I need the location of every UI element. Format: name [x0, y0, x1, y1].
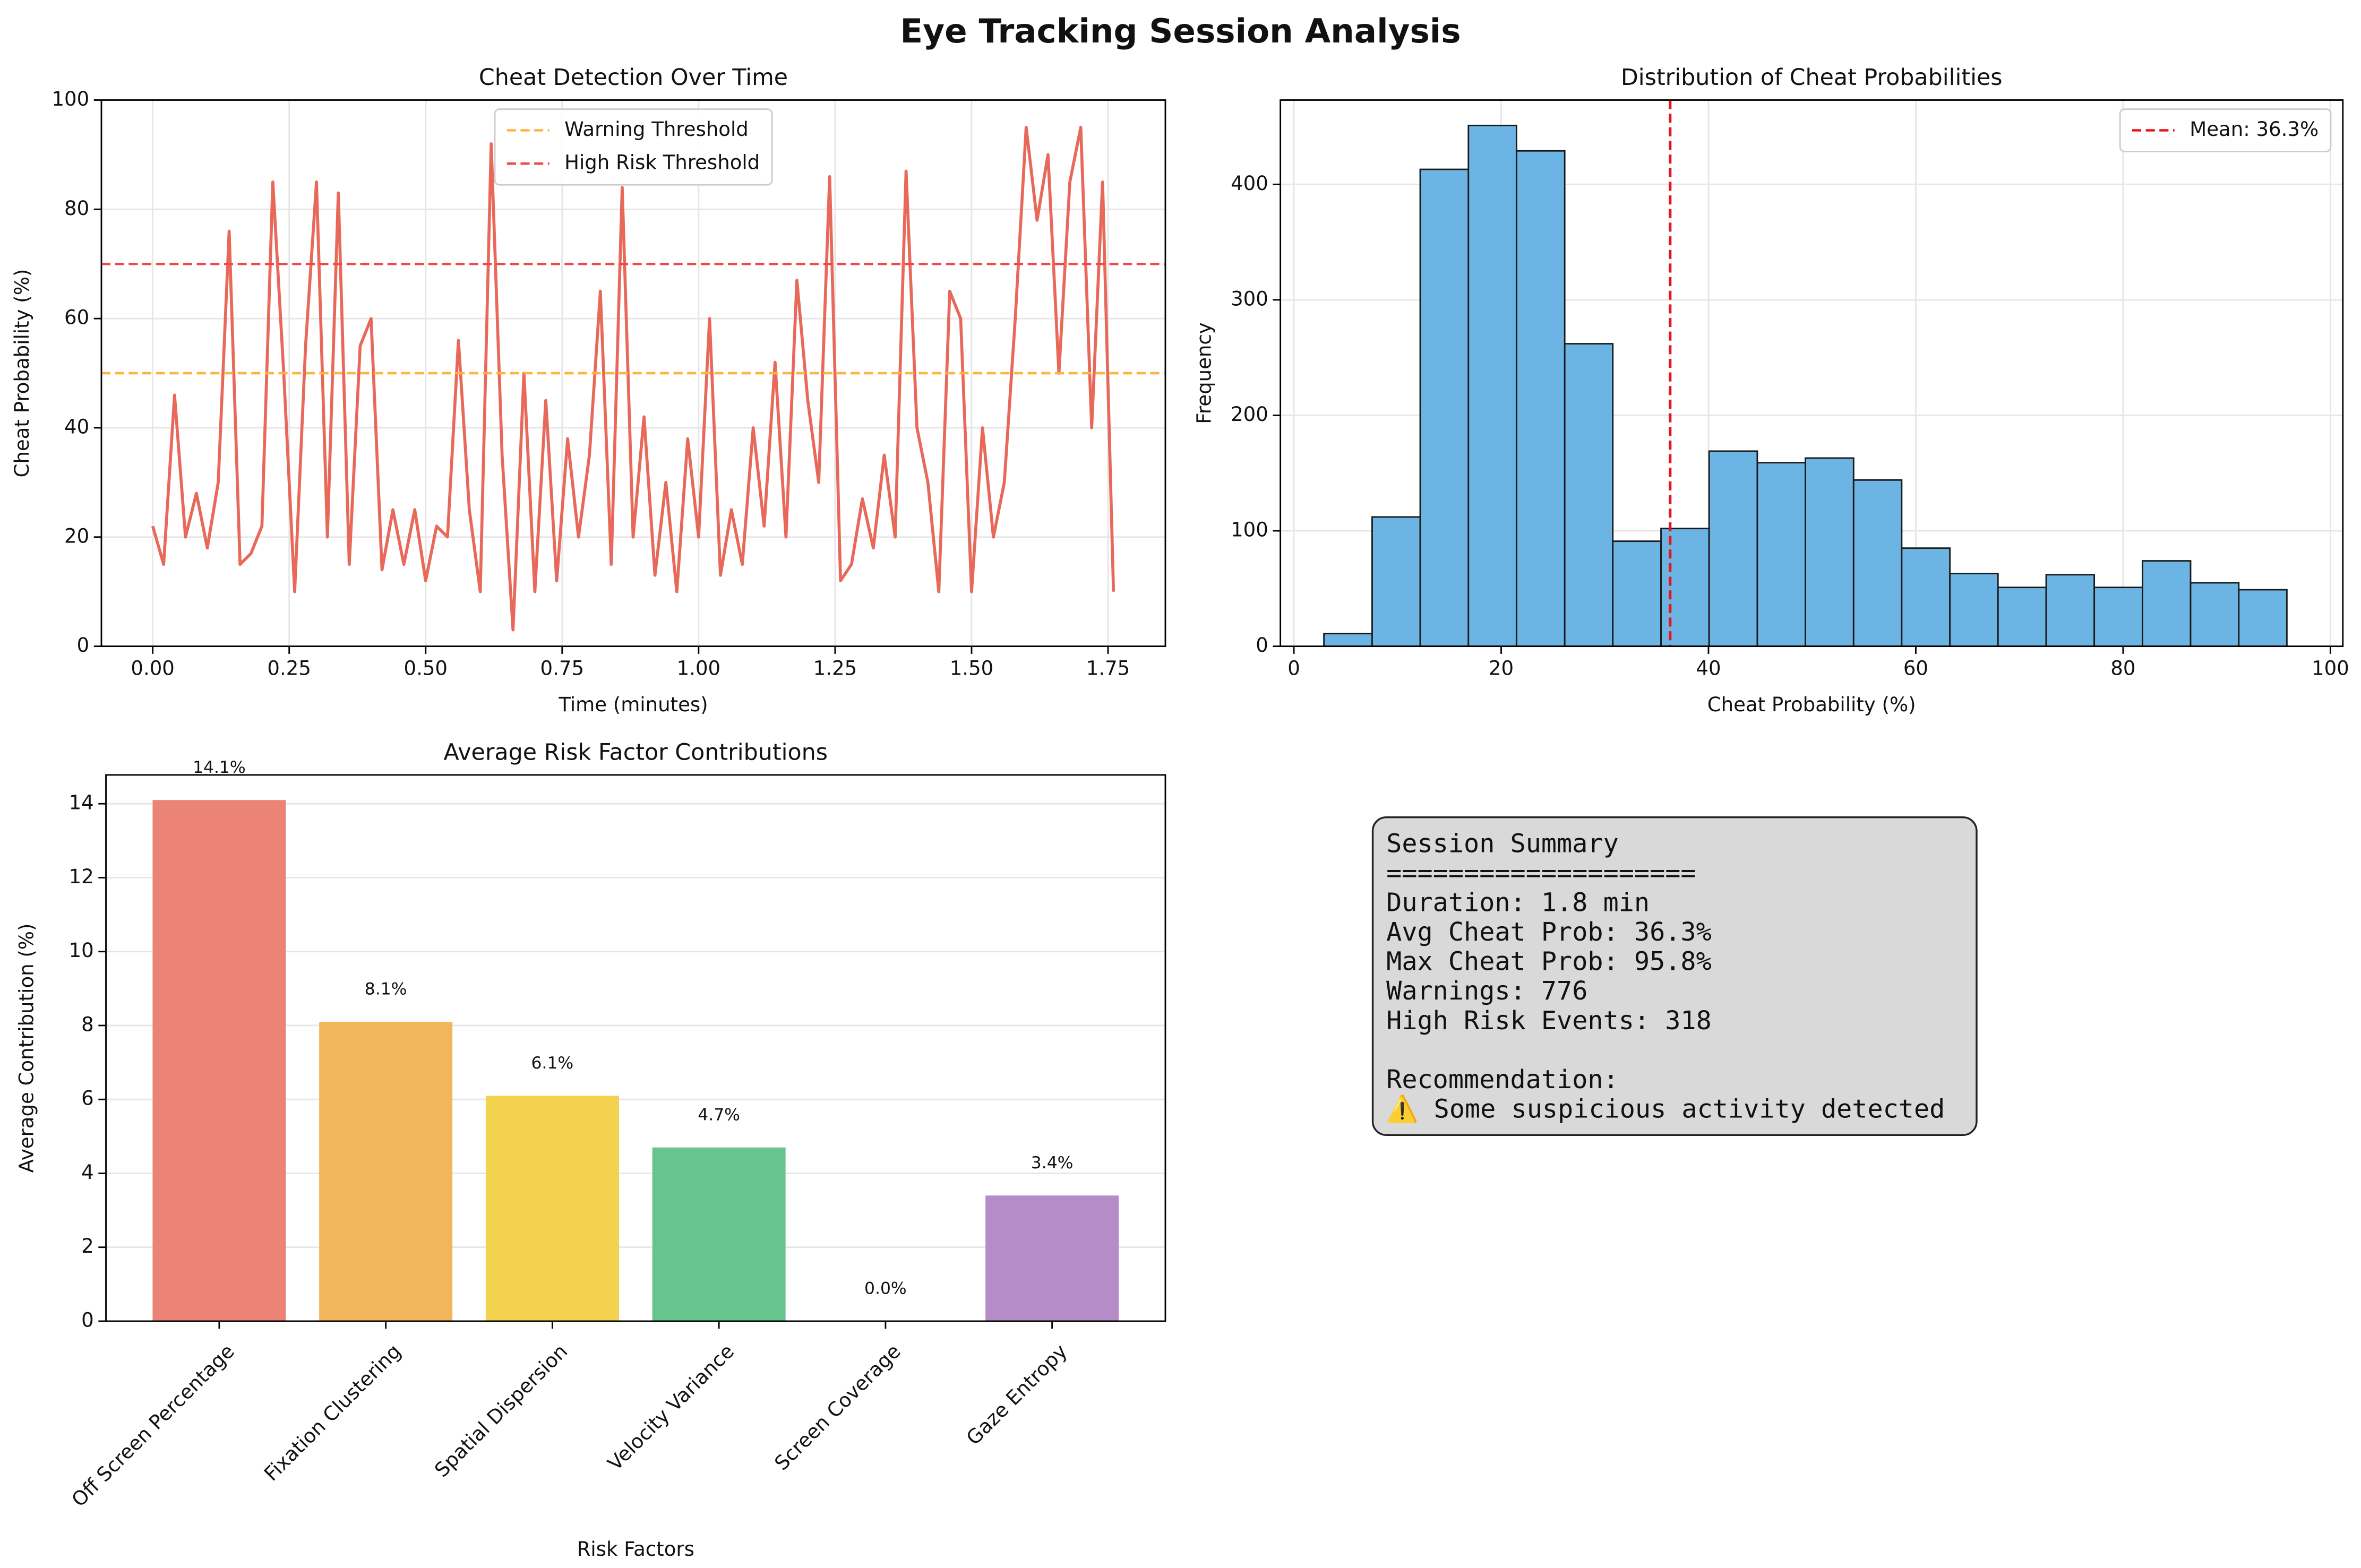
- y-tick-label: 40: [64, 415, 89, 438]
- hist-bar: [2093, 587, 2143, 648]
- x-tick-label: 1.25: [813, 657, 857, 680]
- x-tick-label: 0.25: [267, 657, 311, 680]
- hist-bar: [1708, 450, 1758, 648]
- y-tick-label: 100: [51, 88, 89, 110]
- bar: [652, 1147, 786, 1321]
- y-tick-label: 0: [1256, 634, 1268, 657]
- hist-bar: [1997, 587, 2047, 648]
- legend-label: High Risk Threshold: [564, 151, 760, 174]
- x-tick-label: 80: [2110, 657, 2135, 680]
- legend-frame: [2119, 108, 2332, 152]
- legend: Mean: 36.3%: [2119, 108, 2332, 152]
- y-tick-label: 60: [64, 306, 89, 329]
- summary-line: Max Cheat Prob: 95.8%: [1386, 947, 1712, 977]
- y-tick-label: 20: [64, 524, 89, 547]
- hist-bar: [1515, 150, 1566, 648]
- chart-title: Cheat Detection Over Time: [479, 64, 788, 91]
- y-axis-label: Average Contribution (%): [15, 924, 38, 1173]
- y-tick-label: 400: [1231, 172, 1268, 195]
- hist-bar: [1852, 479, 1903, 648]
- chart-title: Average Risk Factor Contributions: [444, 739, 828, 765]
- bar: [985, 1195, 1119, 1321]
- legend: Warning Threshold High Risk Threshold: [494, 108, 773, 186]
- y-tick-label: 6: [81, 1087, 94, 1110]
- x-tick-label: 20: [1489, 657, 1514, 680]
- hist-bar: [1323, 633, 1373, 648]
- bar: [152, 800, 286, 1321]
- summary-line: Warnings: 776: [1386, 976, 1587, 1006]
- y-tick-label: 0: [77, 634, 90, 657]
- x-tick-label: 100: [2312, 657, 2349, 680]
- y-tick-label: 80: [64, 197, 89, 220]
- hist-bar: [2238, 589, 2288, 648]
- y-tick-label: 12: [69, 865, 94, 888]
- x-tick-label: 40: [1696, 657, 1721, 680]
- legend-label: Warning Threshold: [564, 118, 749, 141]
- value-label: 14.1%: [193, 758, 246, 777]
- hist-bar: [2190, 582, 2240, 648]
- bar: [319, 1022, 453, 1321]
- hist-bar: [1756, 462, 1806, 648]
- hist-bar: [1805, 457, 1855, 648]
- summary-rule: ====================: [1386, 858, 1696, 888]
- value-label: 4.7%: [698, 1105, 740, 1124]
- x-tick-label: 0: [1287, 657, 1300, 680]
- recommendation: ⚠️ Some suspicious activity detected: [1386, 1095, 1945, 1124]
- value-label: 6.1%: [531, 1054, 574, 1073]
- data-line: [151, 126, 1115, 632]
- x-tick-label: 1.75: [1086, 657, 1130, 680]
- y-tick-label: 100: [1231, 519, 1268, 541]
- axes-frame: [1280, 99, 2344, 648]
- y-tick-label: 14: [69, 791, 94, 814]
- hist-bar: [1467, 124, 1517, 648]
- hist-bar: [1564, 343, 1614, 648]
- summary-box: [1371, 816, 1978, 1136]
- y-axis-label: Cheat Probability (%): [11, 269, 33, 478]
- legend-frame: [494, 108, 773, 186]
- hist-bar: [1371, 516, 1421, 648]
- x-axis-label: Cheat Probability (%): [1707, 693, 1916, 716]
- x-axis-label: Time (minutes): [558, 693, 708, 716]
- summary-line: High Risk Events: 318: [1386, 1006, 1712, 1036]
- y-tick-label: 2: [81, 1235, 94, 1257]
- hist-bar: [2045, 574, 2096, 648]
- y-axis-label: Frequency: [1193, 322, 1216, 424]
- hist-bar: [1949, 573, 1999, 648]
- chart-title: Distribution of Cheat Probabilities: [1621, 64, 2003, 91]
- hist-bar: [2141, 560, 2192, 648]
- axes-frame: [105, 774, 1166, 1322]
- hist-bar: [1901, 547, 1951, 648]
- summary-title: Session Summary: [1386, 829, 1619, 858]
- hist-bar: [1419, 168, 1470, 648]
- summary-line: Avg Cheat Prob: 36.3%: [1386, 917, 1712, 947]
- x-axis-label: Risk Factors: [577, 1538, 694, 1561]
- figure-title: Eye Tracking Session Analysis: [900, 12, 1461, 50]
- x-tick-label: 0.50: [404, 657, 448, 680]
- x-tick-label: 0.75: [540, 657, 585, 680]
- recommendation-title: Recommendation:: [1386, 1065, 1619, 1095]
- value-label: 3.4%: [1031, 1153, 1074, 1173]
- y-tick-label: 0: [81, 1308, 94, 1331]
- x-tick-label: 0.00: [131, 657, 175, 680]
- y-tick-label: 8: [81, 1013, 94, 1036]
- x-tick-label: 1.50: [950, 657, 994, 680]
- x-tick-label: 1.00: [677, 657, 721, 680]
- axes-frame: [100, 99, 1166, 648]
- y-tick-label: 4: [81, 1161, 94, 1184]
- value-label: 8.1%: [365, 980, 407, 999]
- y-tick-label: 10: [69, 939, 94, 962]
- value-label: 0.0%: [864, 1279, 907, 1298]
- hist-bar: [1612, 540, 1662, 648]
- legend-label: Mean: 36.3%: [2190, 118, 2319, 141]
- y-tick-label: 200: [1231, 403, 1268, 426]
- y-tick-label: 300: [1231, 287, 1268, 310]
- x-tick-label: 60: [1903, 657, 1928, 680]
- hist-bar: [1660, 528, 1710, 648]
- summary-line: Duration: 1.8 min: [1386, 888, 1650, 917]
- bar: [485, 1096, 619, 1321]
